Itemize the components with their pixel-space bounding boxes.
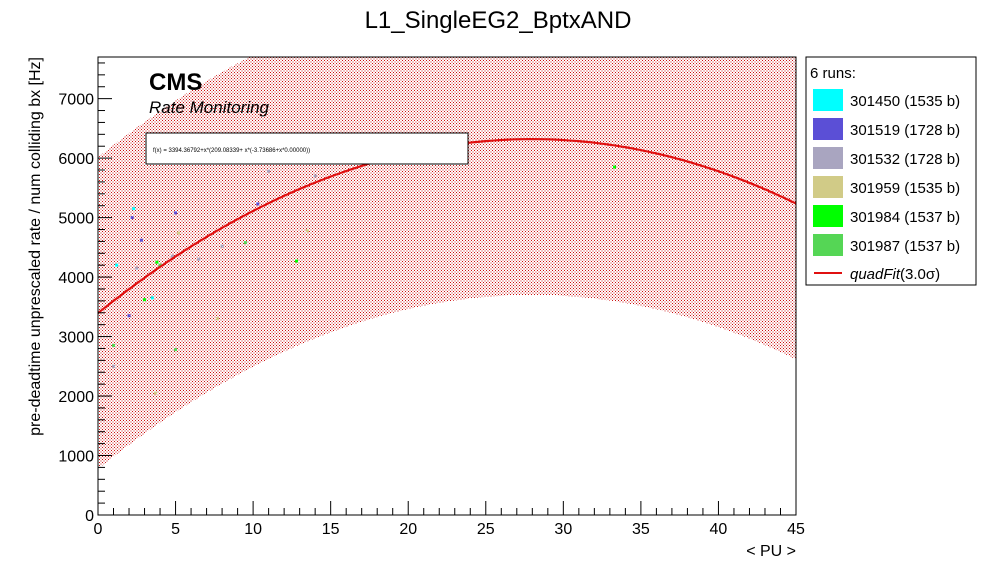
legend-swatch-2	[813, 147, 843, 169]
data-point-5-2	[243, 241, 247, 245]
legend-label-4: 301984 (1537 b)	[850, 209, 960, 226]
x-tick-label: 20	[399, 521, 417, 538]
data-point-3-2	[215, 317, 219, 321]
y-tick-label: 4000	[58, 270, 94, 287]
x-axis: 0 5 10 15 20 25 30 35 40 45	[94, 501, 805, 538]
legend-swatch-1	[813, 118, 843, 140]
data-point-4-0	[143, 298, 147, 302]
y-tick-label: 6000	[58, 151, 94, 168]
legend-header: 6 runs:	[810, 65, 856, 82]
x-axis-label: < PU >	[746, 543, 796, 560]
x-tick-label: 5	[171, 521, 180, 538]
x-tick-label: 25	[477, 521, 495, 538]
data-point-2-0	[112, 364, 116, 368]
data-points	[112, 165, 617, 395]
x-tick-label: 15	[322, 521, 340, 538]
legend-swatch-0	[813, 89, 843, 111]
data-point-0-0	[115, 263, 119, 267]
data-point-2-2	[170, 254, 174, 258]
legend-swatch-5	[813, 234, 843, 256]
chart-title: L1_SingleEG2_BptxAND	[365, 7, 632, 34]
plot-area	[98, 57, 796, 469]
x-tick-label: 45	[787, 521, 805, 538]
x-tick-label: 40	[710, 521, 728, 538]
legend-fit-label: quadFit(3.0σ)	[850, 266, 940, 283]
data-point-3-1	[177, 231, 181, 235]
x-tick-label: 35	[632, 521, 650, 538]
legend-label-3: 301959 (1535 b)	[850, 180, 960, 197]
y-tick-label: 2000	[58, 389, 94, 406]
data-point-2-1	[135, 266, 139, 270]
data-point-1-0	[127, 314, 131, 318]
data-point-4-1	[155, 260, 159, 264]
data-point-1-3	[174, 211, 178, 215]
data-point-4-2	[295, 259, 299, 263]
legend-fit-arg: (3.0σ)	[900, 266, 940, 283]
legend-entries: 301450 (1535 b) 301519 (1728 b) 301532 (17…	[813, 89, 960, 256]
data-point-3-3	[305, 229, 309, 233]
data-point-5-1	[174, 348, 178, 352]
data-point-0-2	[150, 296, 154, 300]
y-axis: 0 1000 2000 3000 4000 5000 6000 7000	[58, 62, 112, 525]
data-point-2-5	[267, 169, 271, 173]
legend-label-0: 301450 (1535 b)	[850, 93, 960, 110]
y-tick-label: 7000	[58, 92, 94, 109]
fit-formula: f(x) = 3394.36792+x*(209.08339+ x*(-3.73…	[153, 148, 310, 154]
legend-label-2: 301532 (1728 b)	[850, 151, 960, 168]
legend-swatch-3	[813, 176, 843, 198]
legend-swatch-4	[813, 205, 843, 227]
data-point-1-4	[256, 202, 260, 206]
plot-frame	[97, 56, 797, 516]
y-tick-label: 5000	[58, 211, 94, 228]
legend-label-1: 301519 (1728 b)	[850, 122, 960, 139]
data-point-3-0	[153, 391, 157, 395]
formula-box: f(x) = 3394.36792+x*(209.08339+ x*(-3.73…	[145, 132, 469, 165]
x-tick-label: 30	[554, 521, 572, 538]
x-tick-label: 0	[94, 521, 103, 538]
data-point-4-3	[613, 165, 617, 169]
y-tick-label: 0	[85, 508, 94, 525]
cms-label: CMS	[149, 69, 202, 96]
y-tick-label: 1000	[58, 449, 94, 466]
data-point-2-6	[313, 174, 317, 178]
data-point-5-3	[158, 263, 162, 267]
y-tick-label: 3000	[58, 330, 94, 347]
legend: 6 runs: 301450 (1535 b)301519 (1728 b)30…	[805, 56, 977, 286]
rate-monitoring-label: Rate Monitoring	[149, 98, 270, 117]
data-point-1-1	[130, 216, 134, 220]
data-point-0-1	[132, 207, 136, 211]
data-point-1-2	[139, 238, 143, 242]
fit-error-band	[98, 57, 796, 469]
data-point-2-3	[197, 257, 201, 261]
data-point-2-4	[220, 244, 224, 248]
legend-fit-name: quadFit	[850, 266, 901, 283]
legend-label-5: 301987 (1537 b)	[850, 238, 960, 255]
y-axis-label: pre-deadtime unprescaled rate / num coll…	[27, 57, 44, 436]
data-point-5-0	[112, 343, 116, 347]
x-tick-label: 10	[244, 521, 262, 538]
